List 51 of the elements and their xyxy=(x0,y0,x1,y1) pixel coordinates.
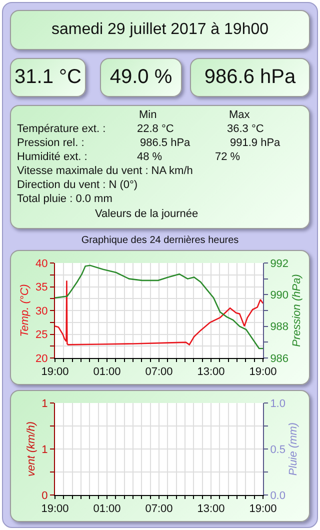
x-tick-label: 19:00 xyxy=(41,503,69,516)
x-tick-label: 07:00 xyxy=(145,366,173,378)
y-tick-label: 20 xyxy=(36,352,48,365)
x-tick-label: 19:00 xyxy=(249,366,277,378)
text: 48 % xyxy=(137,151,162,163)
line-series xyxy=(55,280,263,346)
text: samedi 29 juillet 2017 à 19h00 xyxy=(10,10,310,50)
text: Total pluie : 0.0 mm xyxy=(17,193,112,205)
text: Graphique des 24 dernières heures xyxy=(80,235,240,246)
x-tick-label: 19:00 xyxy=(249,503,277,516)
y2-tick-label: 990 xyxy=(270,290,289,302)
x-tick-label: 19:00 xyxy=(41,366,69,378)
y2-tick-label: 992 xyxy=(270,258,289,270)
y-axis-title: Temp. (°C) xyxy=(19,284,32,337)
y-tick-label: 1 xyxy=(42,444,48,456)
text: 49.0 % xyxy=(100,58,182,97)
y-tick-label: 25 xyxy=(36,329,48,342)
text: 986.6 hPa xyxy=(190,58,310,97)
text: 22.8 °C xyxy=(137,123,174,135)
y2-tick-label: 0.0 xyxy=(270,490,286,502)
x-tick-label: 01:00 xyxy=(93,503,121,516)
y-tick-label: 0 xyxy=(42,490,48,502)
text: Humidité ext. : xyxy=(17,151,88,163)
text: Vitesse maximale du vent : NA km/h xyxy=(17,165,193,177)
text: 31.1 °C xyxy=(10,58,86,97)
x-tick-label: 01:00 xyxy=(93,366,121,378)
text: Valeurs de la journée xyxy=(95,208,198,220)
x-tick-label: 07:00 xyxy=(145,503,173,516)
line-series xyxy=(55,264,263,350)
y2-tick-label: 988 xyxy=(270,321,289,334)
text: Direction du vent : N (0°) xyxy=(17,179,138,191)
y2-tick-label: 986 xyxy=(270,352,289,365)
y-tick-label: 40 xyxy=(36,258,48,270)
text: Pression rel. : xyxy=(17,137,84,149)
x-tick-label: 13:00 xyxy=(197,503,225,516)
y-tick-label: 30 xyxy=(36,305,48,318)
y2-tick-label: 0.5 xyxy=(270,444,286,456)
y-axis-title: vent (km/h) xyxy=(25,421,38,477)
text: Température ext. : xyxy=(17,123,106,135)
x-tick-label: 13:00 xyxy=(197,366,225,378)
text: 991.9 hPa xyxy=(230,137,280,149)
text: 72 % xyxy=(215,151,240,163)
text: 986.5 hPa xyxy=(140,137,190,149)
text: Min xyxy=(139,109,157,121)
y2-axis-title: Pression (hPa) xyxy=(290,274,303,347)
y2-tick-label: 1.0 xyxy=(270,398,286,410)
text: 36.3 °C xyxy=(227,123,264,135)
text: Max xyxy=(229,109,250,121)
y2-axis-title: Pluie (mm) xyxy=(288,422,300,476)
y-tick-label: 1 xyxy=(42,398,48,410)
y-tick-label: 35 xyxy=(36,282,48,294)
